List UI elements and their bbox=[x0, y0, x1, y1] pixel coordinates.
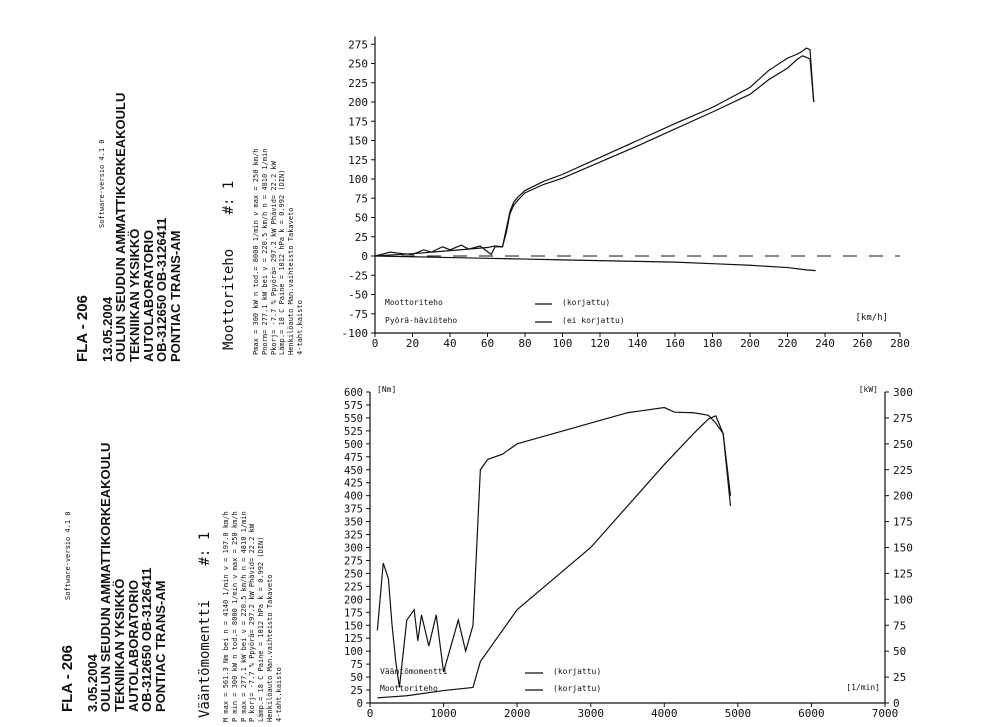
top-y-tick-label: 250 bbox=[348, 58, 368, 71]
top-y-tick-label: 0 bbox=[361, 250, 368, 263]
bottom-x-tick-label: 2000 bbox=[504, 707, 531, 720]
bottom-left-y-tick-label: 550 bbox=[344, 413, 363, 425]
top-y-tick-label: -100 bbox=[342, 327, 369, 340]
top-y-tick-label: 75 bbox=[355, 192, 368, 205]
top-y-tick-label: 50 bbox=[355, 212, 368, 225]
bottom-legend-note-2: (korjattu) bbox=[553, 684, 601, 693]
bottom-left-y-tick-label: 150 bbox=[344, 620, 363, 632]
bottom-right-y-tick-label: 300 bbox=[893, 386, 913, 399]
top-series-line-3 bbox=[374, 255, 816, 272]
bottom-right-y-tick-label: 250 bbox=[893, 438, 913, 451]
bottom-series-line-2 bbox=[377, 415, 732, 699]
top-x-tick-label: 60 bbox=[481, 337, 494, 350]
top-x-tick-label: 240 bbox=[815, 337, 835, 350]
bottom-left-y-tick-label: 75 bbox=[350, 659, 363, 671]
top-power-chart: -100-75-50-25025507510012515017520022525… bbox=[342, 36, 910, 350]
bottom-left-y-tick-label: 125 bbox=[344, 633, 363, 645]
bottom-left-y-tick-label: 100 bbox=[344, 646, 363, 658]
bottom-left-y-tick-label: 500 bbox=[344, 439, 363, 451]
bottom-right-y-tick-label: 50 bbox=[893, 645, 906, 658]
bottom-left-y-tick-label: 25 bbox=[350, 685, 363, 697]
top-x-axis-label: [km/h] bbox=[855, 313, 888, 323]
bottom-right-y-tick-label: 175 bbox=[893, 516, 913, 529]
top-y-tick-label: 275 bbox=[348, 38, 368, 51]
bottom-right-axis-label: [kW] bbox=[859, 385, 878, 394]
bottom-left-y-tick-label: 350 bbox=[344, 517, 363, 529]
bottom-right-y-tick-label: 275 bbox=[893, 412, 913, 425]
bottom-x-tick-label: 6000 bbox=[798, 707, 825, 720]
bottom-torque-power-chart: 0255075100125150175200225250275300325350… bbox=[344, 385, 913, 720]
bottom-legend-note-1: (korjattu) bbox=[553, 667, 601, 676]
bottom-left-y-tick-label: 450 bbox=[344, 465, 363, 477]
top-x-tick-label: 220 bbox=[778, 337, 798, 350]
top-x-tick-label: 180 bbox=[703, 337, 723, 350]
bottom-left-y-tick-label: 425 bbox=[344, 478, 363, 490]
bottom-right-y-tick-label: 0 bbox=[893, 697, 900, 710]
bottom-left-y-tick-label: 325 bbox=[344, 530, 363, 542]
top-y-tick-label: -50 bbox=[348, 289, 368, 302]
top-y-tick-label: -25 bbox=[348, 269, 368, 282]
top-x-tick-label: 120 bbox=[590, 337, 610, 350]
bottom-left-y-tick-label: 300 bbox=[344, 543, 363, 555]
bottom-left-y-tick-label: 50 bbox=[350, 672, 363, 684]
bottom-right-y-tick-label: 125 bbox=[893, 567, 913, 580]
top-x-tick-label: 0 bbox=[372, 337, 379, 350]
bottom-left-y-tick-label: 575 bbox=[344, 400, 363, 412]
top-x-tick-label: 80 bbox=[518, 337, 531, 350]
top-legend-note-2: (ei korjattu) bbox=[562, 316, 625, 325]
bottom-left-y-tick-label: 525 bbox=[344, 426, 363, 438]
bottom-left-y-tick-label: 400 bbox=[344, 491, 363, 503]
bottom-left-y-tick-label: 375 bbox=[344, 504, 363, 516]
bottom-right-y-tick-label: 150 bbox=[893, 542, 913, 555]
bottom-left-y-tick-label: 475 bbox=[344, 452, 363, 464]
bottom-series-line-1 bbox=[376, 406, 732, 688]
top-y-tick-label: 175 bbox=[348, 115, 368, 128]
bottom-left-y-tick-label: 600 bbox=[344, 387, 363, 399]
top-x-tick-label: 280 bbox=[890, 337, 910, 350]
bottom-x-tick-label: 1000 bbox=[430, 707, 457, 720]
bottom-legend-label-1: Vääntömomentti bbox=[380, 667, 448, 676]
top-series-line-2 bbox=[374, 55, 815, 257]
top-x-tick-label: 100 bbox=[553, 337, 573, 350]
bottom-legend-label-2: Moottoriteho bbox=[380, 684, 438, 693]
bottom-x-tick-label: 0 bbox=[367, 707, 374, 720]
top-y-tick-label: 100 bbox=[348, 173, 368, 186]
top-x-tick-label: 200 bbox=[740, 337, 760, 350]
top-y-tick-label: -75 bbox=[348, 308, 368, 321]
bottom-left-y-tick-label: 175 bbox=[344, 607, 363, 619]
bottom-x-tick-label: 5000 bbox=[725, 707, 752, 720]
top-x-tick-label: 140 bbox=[628, 337, 648, 350]
bottom-left-axis-label: [Nm] bbox=[377, 385, 396, 394]
top-y-tick-label: 125 bbox=[348, 154, 368, 167]
bottom-left-y-tick-label: 225 bbox=[344, 581, 363, 593]
bottom-right-y-tick-label: 225 bbox=[893, 464, 913, 477]
top-legend-note-1: (korjattu) bbox=[562, 298, 610, 307]
top-x-tick-label: 160 bbox=[665, 337, 685, 350]
bottom-right-y-tick-label: 200 bbox=[893, 490, 913, 503]
bottom-right-y-tick-label: 25 bbox=[893, 671, 906, 684]
bottom-left-y-tick-label: 275 bbox=[344, 555, 363, 567]
top-y-tick-label: 150 bbox=[348, 135, 368, 148]
top-x-tick-label: 40 bbox=[443, 337, 456, 350]
top-x-tick-label: 260 bbox=[853, 337, 873, 350]
bottom-right-y-tick-label: 100 bbox=[893, 593, 913, 606]
top-y-tick-label: 200 bbox=[348, 96, 368, 109]
top-legend-label-2: Pyörä-häviöteho bbox=[385, 316, 457, 325]
top-y-tick-label: 225 bbox=[348, 77, 368, 90]
bottom-left-y-tick-label: 200 bbox=[344, 594, 363, 606]
bottom-x-tick-label: 3000 bbox=[577, 707, 604, 720]
bottom-x-tick-label: 7000 bbox=[872, 707, 899, 720]
top-legend-label-1: Moottoriteho bbox=[385, 298, 443, 307]
bottom-x-axis-label: [1/min] bbox=[846, 683, 880, 692]
bottom-left-y-tick-label: 250 bbox=[344, 568, 363, 580]
top-y-tick-label: 25 bbox=[355, 231, 368, 244]
top-series-line-1 bbox=[374, 47, 815, 257]
top-x-tick-label: 20 bbox=[406, 337, 419, 350]
bottom-x-tick-label: 4000 bbox=[651, 707, 678, 720]
bottom-right-y-tick-label: 75 bbox=[893, 619, 906, 632]
bottom-left-y-tick-label: 0 bbox=[357, 698, 363, 710]
